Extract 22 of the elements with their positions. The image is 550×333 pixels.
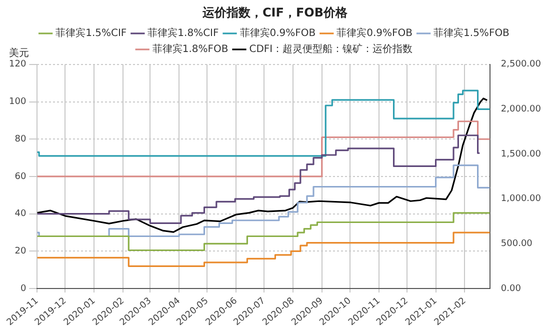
y-tick-label: 40: [14, 209, 26, 220]
y-tick-label: 100: [8, 97, 26, 108]
y-axis-title: 美元: [9, 46, 30, 59]
y2-tick-label: 1,500.00: [500, 149, 542, 160]
y2-tick-label: 0.00: [500, 284, 522, 294]
y-tick-label: 120: [8, 60, 26, 70]
legend-label: 菲律宾1.8%CIF: [148, 26, 220, 39]
legend-label: 菲律宾1.5%CIF: [56, 26, 127, 39]
legend-label: 菲律宾1.8%FOB: [152, 42, 228, 55]
y-tick-label: 20: [14, 246, 26, 257]
y-tick-label: 80: [14, 134, 26, 144]
y2-tick-label: 1,000.00: [500, 194, 542, 204]
y2-tick-label: 2,500.00: [500, 60, 542, 70]
y2-tick-label: 2,000.00: [500, 104, 542, 115]
y-tick-label: 60: [14, 172, 26, 182]
legend-label: 菲律宾1.5%FOB: [434, 26, 510, 39]
legend-label: 菲律宾0.9%FOB: [240, 26, 316, 39]
y2-tick-label: 500.00: [500, 239, 533, 250]
y-tick-label: 0: [20, 284, 26, 294]
legend-label: 菲律宾0.9%FOB: [336, 26, 413, 39]
chart-title: 运价指数，CIF，FOB价格: [201, 5, 349, 20]
legend-label: CDFI：超灵便型船：镍矿：运价指数: [249, 42, 413, 55]
